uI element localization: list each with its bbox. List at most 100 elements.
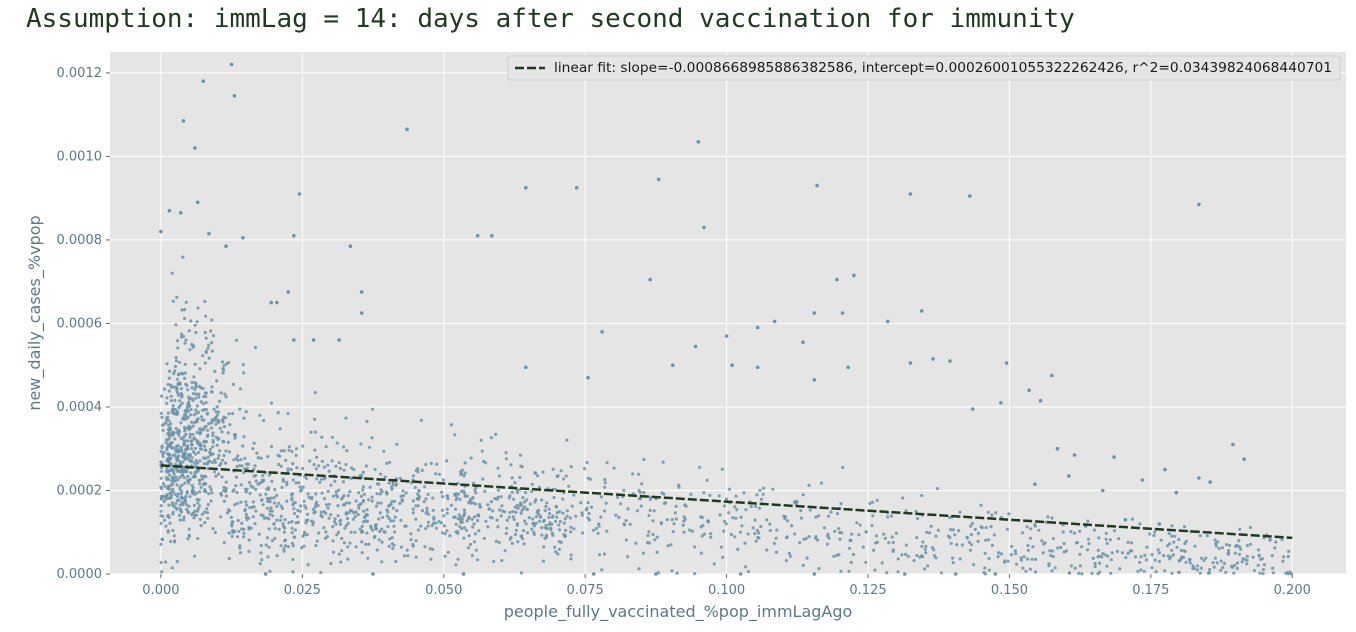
scatter-point xyxy=(969,543,974,547)
scatter-point xyxy=(241,444,245,448)
scatter-point xyxy=(503,510,507,514)
legend: linear fit: slope=-0.0008668985886382586… xyxy=(507,55,1341,81)
scatter-point xyxy=(516,540,520,544)
scatter-point xyxy=(1224,543,1229,547)
scatter-point xyxy=(656,177,661,182)
scatter-point xyxy=(724,334,729,338)
scatter-point xyxy=(191,486,195,490)
scatter-point xyxy=(414,468,418,473)
scatter-point xyxy=(496,525,500,529)
scatter-point xyxy=(256,456,260,460)
scatter-point xyxy=(183,307,187,312)
scatter-point xyxy=(391,506,395,510)
scatter-point xyxy=(1221,565,1225,570)
scatter-point xyxy=(1046,515,1050,519)
scatter-point xyxy=(675,571,679,575)
scatter-point xyxy=(513,533,518,537)
scatter-point xyxy=(208,453,213,457)
scatter-point xyxy=(214,422,218,426)
scatter-point xyxy=(801,493,805,497)
scatter-point xyxy=(240,527,244,531)
scatter-point xyxy=(266,555,270,559)
scatter-point xyxy=(500,558,504,563)
scatter-point xyxy=(266,455,270,459)
scatter-point xyxy=(965,535,969,539)
scatter-point xyxy=(882,532,886,536)
scatter-point xyxy=(537,485,542,490)
scatter-point xyxy=(1050,373,1054,378)
scatter-point xyxy=(970,407,975,411)
scatter-point xyxy=(516,506,520,511)
scatter-point xyxy=(480,449,484,453)
scatter-point xyxy=(270,539,274,543)
scatter-point xyxy=(754,539,758,543)
scatter-point xyxy=(404,491,408,495)
scatter-point xyxy=(314,492,318,496)
scatter-point xyxy=(654,572,658,576)
scatter-point xyxy=(231,520,235,524)
scatter-point xyxy=(562,477,566,481)
scatter-point xyxy=(957,529,961,533)
scatter-point xyxy=(210,349,214,353)
scatter-point xyxy=(371,572,375,576)
scatter-point xyxy=(334,464,338,468)
scatter-point xyxy=(1217,546,1221,551)
x-tick-label: 0.125 xyxy=(849,583,886,598)
scatter-point xyxy=(162,518,167,522)
scatter-point xyxy=(335,533,339,537)
scatter-point xyxy=(294,481,298,485)
scatter-point xyxy=(653,538,657,542)
scatter-point xyxy=(184,338,188,342)
scatter-point xyxy=(206,455,210,459)
scatter-point xyxy=(365,508,369,512)
scatter-point xyxy=(1198,534,1202,538)
scatter-point xyxy=(923,547,927,552)
scatter-point xyxy=(343,526,347,530)
scatter-point xyxy=(604,501,608,505)
scatter-point xyxy=(390,536,394,540)
scatter-point xyxy=(244,410,248,414)
scatter-point xyxy=(180,489,184,494)
scatter-point xyxy=(246,462,251,466)
scatter-point xyxy=(386,525,390,529)
scatter-point xyxy=(709,532,713,536)
scatter-point xyxy=(260,498,264,502)
scatter-point xyxy=(313,505,317,509)
scatter-point xyxy=(247,538,251,542)
scatter-point xyxy=(908,192,913,196)
scatter-point xyxy=(194,396,198,400)
scatter-point xyxy=(182,518,186,522)
scatter-point xyxy=(1139,568,1143,572)
scatter-point xyxy=(990,513,994,517)
scatter-point xyxy=(216,418,220,422)
scatter-point xyxy=(395,482,399,486)
scatter-point xyxy=(419,418,423,422)
scatter-point xyxy=(935,487,940,491)
scatter-point xyxy=(1215,561,1219,565)
scatter-point xyxy=(170,490,174,494)
scatter-point xyxy=(646,541,650,545)
scatter-point xyxy=(252,441,256,445)
scatter-point xyxy=(979,503,983,507)
scatter-point xyxy=(301,444,305,448)
scatter-point xyxy=(329,513,333,517)
scatter-point xyxy=(209,329,213,333)
scatter-point xyxy=(174,502,178,506)
scatter-point xyxy=(354,545,358,549)
scatter-point xyxy=(948,536,952,540)
scatter-point xyxy=(245,503,249,507)
scatter-point xyxy=(160,394,164,398)
scatter-point xyxy=(949,541,953,546)
x-tick-label: 0.075 xyxy=(567,583,604,598)
scatter-point xyxy=(199,415,204,419)
scatter-point xyxy=(462,489,466,493)
scatter-point xyxy=(252,467,256,471)
scatter-point xyxy=(1227,549,1231,553)
scatter-point xyxy=(167,389,171,393)
scatter-point xyxy=(198,459,202,463)
scatter-point xyxy=(423,485,427,489)
scatter-point xyxy=(164,441,168,445)
scatter-point xyxy=(549,528,553,532)
scatter-point xyxy=(923,567,927,571)
scatter-point xyxy=(1072,453,1077,457)
